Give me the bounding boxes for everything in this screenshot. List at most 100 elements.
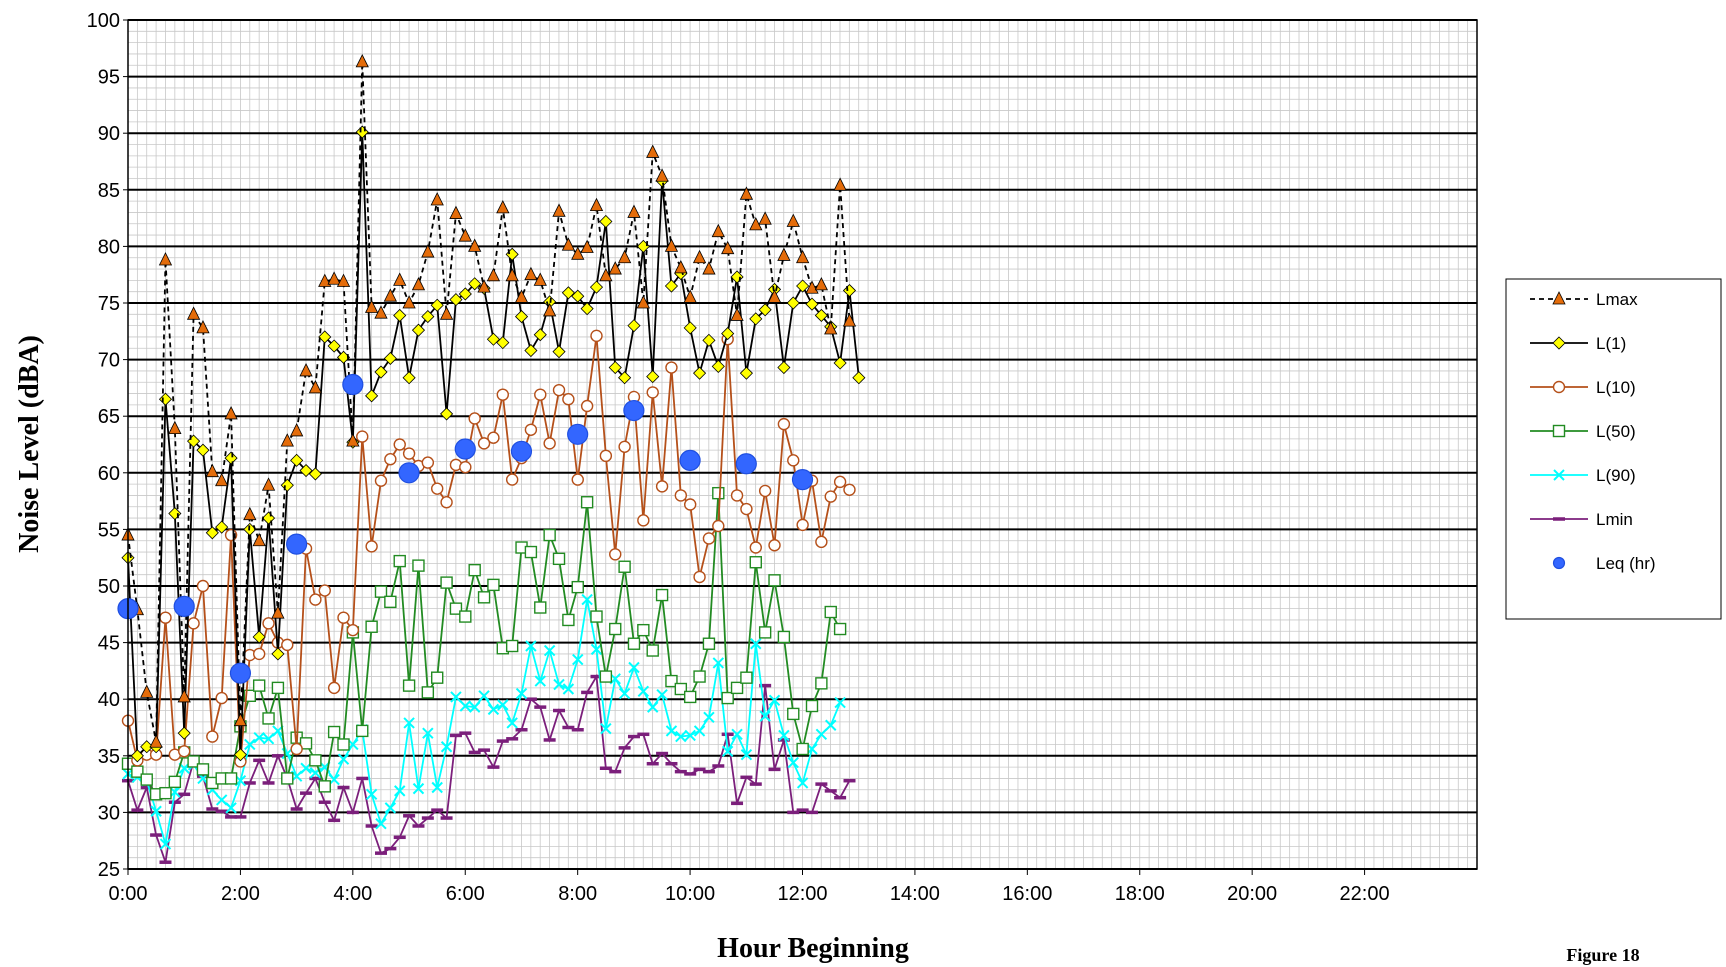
data-point-lmax <box>336 273 351 287</box>
data-point-lmax <box>439 306 454 320</box>
data-point-l50 <box>815 677 828 690</box>
data-point-l10 <box>552 383 566 397</box>
data-point-lmax <box>739 186 754 200</box>
data-point-l1 <box>486 332 500 346</box>
data-point-lmax <box>271 605 285 619</box>
data-point-lmax <box>702 261 716 275</box>
data-point-l1 <box>683 321 697 335</box>
y-tick-label: 40 <box>98 689 120 711</box>
data-point-l1 <box>739 366 753 380</box>
y-axis-title: Noise Level (dBA) <box>14 335 45 553</box>
data-point-l1 <box>430 298 444 312</box>
data-point-l1 <box>702 333 716 347</box>
data-point-l90 <box>712 657 725 669</box>
data-point-l90 <box>487 703 500 716</box>
data-point-l50 <box>552 552 566 566</box>
data-point-lmax <box>318 273 332 287</box>
data-point-l10 <box>365 540 378 553</box>
data-point-l1 <box>365 389 379 403</box>
x-tick-label: 10:00 <box>665 883 715 905</box>
data-point-l10 <box>796 518 809 532</box>
data-point-l50 <box>421 686 435 699</box>
legend-item: Lmax <box>1530 290 1638 309</box>
data-point-l1 <box>196 443 210 457</box>
data-point-l10 <box>815 535 828 549</box>
series-group <box>117 53 866 864</box>
data-point-l90 <box>440 741 453 753</box>
data-point-l90 <box>244 738 256 751</box>
data-point-lmax <box>374 305 388 319</box>
data-point-lmax <box>140 684 154 698</box>
legend-item: Leq (hr) <box>1552 554 1656 573</box>
y-tick-label: 35 <box>98 746 120 768</box>
data-point-l90 <box>497 699 509 711</box>
y-tick-label: 30 <box>98 802 120 824</box>
data-point-l10 <box>758 484 772 498</box>
legend-marker <box>1552 380 1566 394</box>
data-point-l1 <box>299 463 313 478</box>
data-point-l50 <box>459 610 472 623</box>
data-point-l1 <box>233 748 248 762</box>
data-point-l1 <box>646 370 660 384</box>
data-point-l50 <box>702 637 716 650</box>
data-point-l10 <box>337 611 350 624</box>
data-point-l90 <box>731 728 743 740</box>
plot-area-border <box>127 19 1478 870</box>
data-point-l10 <box>440 496 453 509</box>
data-point-l1 <box>458 287 472 301</box>
data-point-lmax <box>505 267 519 282</box>
data-point-l1 <box>308 467 322 481</box>
data-point-l1 <box>627 319 641 333</box>
y-tick-label: 75 <box>98 293 120 315</box>
data-point-l10 <box>290 742 303 756</box>
data-point-lmax <box>224 406 238 420</box>
data-point-l50 <box>337 738 350 751</box>
legend-label: L(1) <box>1596 334 1626 353</box>
data-point-l90 <box>665 725 678 737</box>
data-point-l1 <box>599 214 613 229</box>
data-point-lmax <box>542 303 557 317</box>
data-point-leq <box>679 449 701 471</box>
data-point-lmax <box>364 299 379 313</box>
data-point-lmax <box>692 249 707 264</box>
data-point-l90 <box>375 818 387 830</box>
data-point-l1 <box>215 520 229 534</box>
legend-item: L(1) <box>1530 334 1626 353</box>
data-point-l50 <box>777 630 791 644</box>
data-point-l90 <box>150 805 162 817</box>
data-point-l50 <box>477 591 491 604</box>
data-point-lmax <box>711 223 725 238</box>
data-point-l10 <box>609 548 622 561</box>
legend-marker <box>1552 556 1566 570</box>
data-point-l10 <box>393 438 406 451</box>
legend-box <box>1505 278 1722 620</box>
data-point-l50 <box>562 613 575 627</box>
data-point-l10 <box>496 388 509 401</box>
data-point-l10 <box>740 502 753 516</box>
series-l-50 <box>121 486 847 801</box>
data-point-lmax <box>402 295 416 309</box>
data-point-l1 <box>355 125 369 139</box>
data-point-l50 <box>571 580 584 594</box>
data-point-lmax <box>524 266 538 281</box>
data-point-l50 <box>281 772 294 785</box>
x-tick-label: 4:00 <box>333 883 372 905</box>
legend-item: L(50) <box>1530 422 1636 441</box>
data-point-l50 <box>327 725 341 739</box>
legend-label: Lmin <box>1596 510 1633 529</box>
data-point-l90 <box>525 640 537 652</box>
data-point-l90 <box>422 727 434 739</box>
y-tick-label: 45 <box>98 633 120 655</box>
data-point-l10 <box>524 423 538 436</box>
data-point-l50 <box>187 755 200 768</box>
series-line <box>127 61 851 743</box>
data-point-l10 <box>562 393 575 406</box>
data-point-lmax <box>627 204 641 218</box>
data-point-l10 <box>187 617 200 630</box>
data-point-l50 <box>609 622 622 636</box>
data-point-lmax <box>833 177 847 191</box>
data-point-leq <box>286 533 308 555</box>
data-point-l90 <box>215 794 228 806</box>
data-point-lmax <box>552 203 566 217</box>
